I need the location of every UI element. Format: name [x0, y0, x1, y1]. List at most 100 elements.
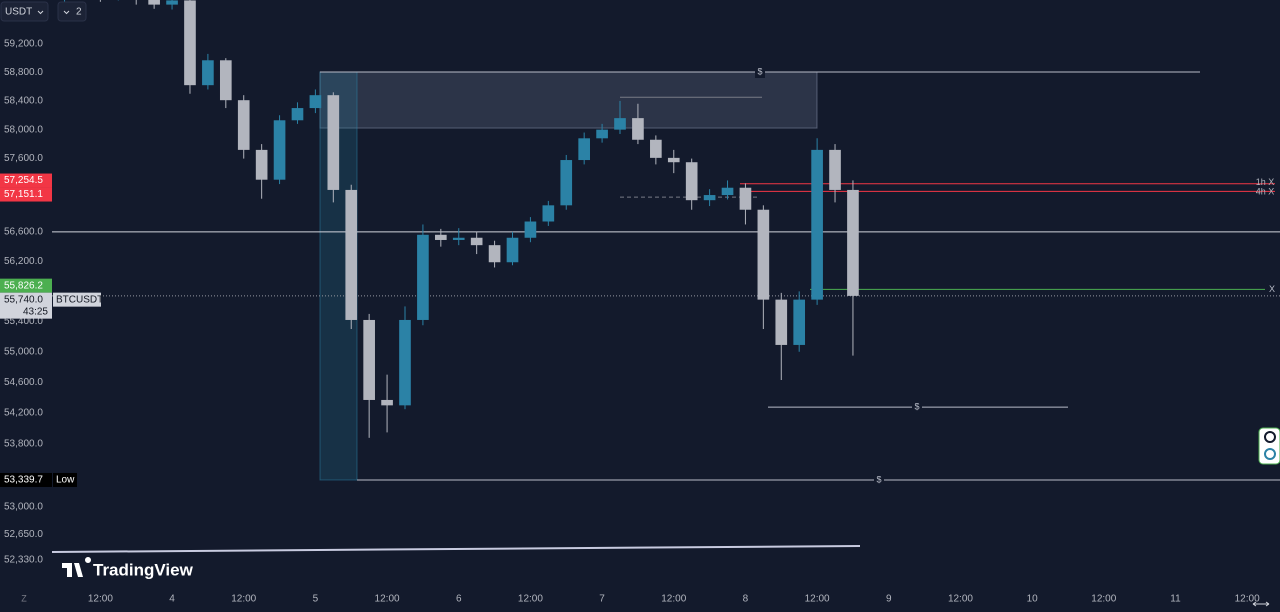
price-tag: [0, 278, 52, 293]
toolbar: USDT 2: [0, 1, 87, 22]
y-tick-label: 54,200.0: [4, 408, 43, 419]
zone: [319, 71, 818, 129]
candle-body: [542, 205, 555, 222]
candle-body: [255, 149, 268, 180]
candle-body: [381, 399, 393, 406]
price-tag-name-bg: [53, 472, 77, 487]
x-tick-label: 7: [599, 594, 605, 605]
candle-body: [757, 209, 770, 300]
scroll-icon[interactable]: [1252, 601, 1270, 607]
y-tick-label: 54,600.0: [4, 377, 43, 388]
y-tick-label: 57,600.0: [4, 153, 43, 164]
plot-area: $ $ $1h X4h X X: [52, 65, 1280, 486]
y-tick-label: 53,800.0: [4, 439, 43, 450]
candle-body: [650, 139, 662, 158]
candle-body: [166, 0, 178, 5]
candle-body: [184, 0, 196, 86]
y-tick-label: 53,000.0: [4, 501, 43, 512]
price-tag-label: 57,254.5: [4, 175, 43, 186]
side-icons: [1258, 427, 1280, 465]
candle-body: [273, 120, 286, 180]
x-tick-label: 9: [886, 594, 892, 605]
x-tick-label: 12:00: [1235, 594, 1260, 605]
info-icon[interactable]: [1264, 448, 1276, 460]
candle-body: [202, 60, 214, 86]
level-label: 1h X: [1256, 177, 1275, 187]
x-tick-label: 5: [313, 594, 319, 605]
price-tag: [0, 292, 52, 319]
level-label: $: [876, 474, 881, 484]
x-tick-label: 12:00: [231, 594, 256, 605]
x-tick-label: 12:00: [805, 594, 830, 605]
candle-body: [399, 319, 411, 406]
candle-body: [847, 189, 859, 296]
x-tick-label: 12:00: [518, 594, 543, 605]
level-label: $: [757, 66, 762, 76]
axis-corner: Z: [21, 593, 27, 603]
x-tick-label: 12:00: [88, 594, 113, 605]
candle-body: [417, 234, 429, 320]
candle-body: [560, 160, 573, 206]
y-tick-label: 56,200.0: [4, 256, 43, 267]
watermark: TradingView: [62, 557, 194, 579]
logo: [62, 557, 92, 577]
price-tag-label: 55,740.0: [4, 294, 43, 305]
candle-body: [363, 319, 375, 400]
x-tick-label: 6: [456, 594, 462, 605]
candle-body: [721, 187, 734, 196]
candle-body: [775, 299, 788, 345]
candle-body: [237, 100, 250, 150]
candle-body: [829, 149, 841, 190]
y-tick-label: 56,600.0: [4, 226, 43, 237]
chevron: [63, 10, 70, 15]
close-icon[interactable]: [1264, 431, 1276, 443]
x-tick-label: 12:00: [661, 594, 686, 605]
x-tick-label: 12:00: [1091, 594, 1116, 605]
candle-body: [811, 149, 823, 300]
candle-body: [291, 108, 304, 121]
watermark-text: TradingView: [93, 560, 194, 579]
price-tag-name-bg: [53, 292, 101, 307]
candle-body: [739, 187, 752, 210]
y-tick-label: 52,330.0: [4, 555, 43, 566]
candle-body: [309, 95, 322, 109]
indicator-line: [51, 545, 861, 553]
candle-body: [614, 118, 626, 130]
chevron: [37, 10, 44, 15]
price-tag-countdown: 43:25: [23, 306, 48, 317]
y-tick-label: 58,400.0: [4, 96, 43, 107]
price-tag-label: 53,339.7: [4, 475, 43, 486]
y-tick-label: 55,000.0: [4, 346, 43, 357]
layout-button[interactable]: [57, 1, 87, 22]
x-tick-label: 4: [169, 594, 175, 605]
candle-body: [470, 237, 483, 246]
candle-body: [148, 0, 160, 5]
price-tag-label: 55,826.2: [4, 280, 43, 291]
price-tag-name: BTCUSDT: [56, 294, 103, 305]
price-tag-name: Low: [56, 475, 75, 486]
level-label: 4h X: [1256, 187, 1275, 197]
candle-body: [524, 221, 537, 238]
level-label-bg: [874, 473, 884, 486]
symbol-button-text: USDT: [5, 7, 32, 18]
candles: [64, 0, 859, 438]
candle-body: [703, 195, 716, 201]
price-tag: [0, 173, 52, 188]
level-label-bg: [755, 65, 765, 78]
y-tick-label: 55,400.0: [4, 316, 43, 327]
price-tag: [0, 472, 52, 487]
candle-body: [327, 95, 340, 190]
level-label-bg: [912, 401, 922, 414]
candle-body: [578, 138, 590, 161]
x-tick-label: 12:00: [948, 594, 973, 605]
candle-body: [685, 162, 698, 201]
y-tick-label: 58,000.0: [4, 124, 43, 135]
symbol-button[interactable]: [0, 1, 49, 22]
level-label: $: [914, 401, 919, 411]
candle-body: [632, 118, 644, 140]
level-label: X: [1269, 284, 1275, 294]
candle-body: [435, 234, 447, 240]
y-tick-label: 59,200.0: [4, 39, 43, 50]
layout-button-text: 2: [76, 7, 82, 18]
